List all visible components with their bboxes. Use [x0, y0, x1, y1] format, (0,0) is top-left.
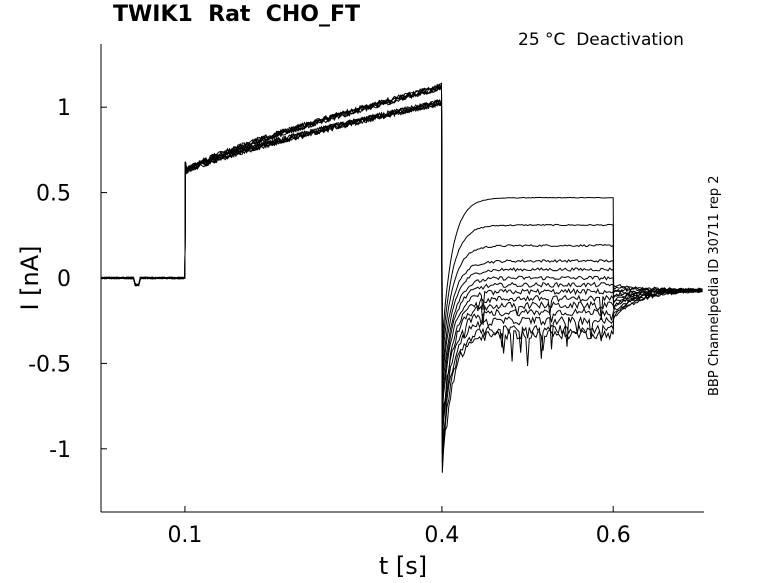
x-tick-label: 0.1: [167, 523, 202, 548]
sweep-trace: [101, 101, 703, 473]
sweep-trace: [100, 83, 703, 444]
y-tick-label: -0.5: [28, 352, 71, 377]
sweep-trace: [100, 83, 703, 425]
current-traces: [100, 82, 703, 473]
temperature-protocol-label: 25 °C Deactivation: [518, 30, 684, 50]
chart-title: TWIK1 Rat CHO_FT: [113, 2, 361, 27]
y-tick-label: -1: [49, 438, 71, 463]
y-tick-label: 0.5: [36, 182, 71, 207]
tick-labels: 1 0.5 0 -0.5 -1 0.1 0.4 0.6: [28, 96, 631, 548]
source-id-label: BBP Channelpedia ID 30711 rep 2: [707, 175, 722, 396]
sweep-trace: [100, 99, 703, 415]
y-tick-label: 1: [57, 96, 71, 121]
x-tick-label: 0.4: [424, 523, 459, 548]
x-tick-label: 0.6: [596, 523, 631, 548]
y-tick-label: 0: [57, 267, 71, 292]
sweep-trace: [100, 100, 703, 376]
sweep-trace: [100, 85, 703, 464]
y-axis-label: I [nA]: [16, 245, 44, 311]
sweep-trace: [100, 86, 703, 347]
x-axis-label: t [s]: [378, 552, 428, 580]
sweep-trace: [100, 84, 703, 366]
sweep-trace: [100, 100, 703, 395]
sweep-trace: [100, 83, 703, 405]
sweep-trace: [100, 82, 703, 386]
sweep-trace: [100, 99, 703, 434]
sweep-trace: [100, 98, 703, 454]
